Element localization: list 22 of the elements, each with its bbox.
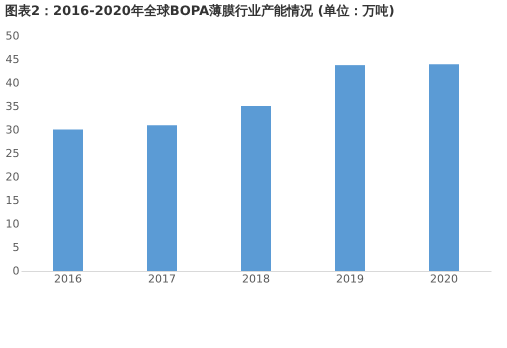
x-tick-label: 2020 <box>430 272 458 286</box>
bar <box>147 125 177 271</box>
y-tick-label: 0 <box>12 264 20 278</box>
y-tick-label: 40 <box>6 76 20 90</box>
chart-title: 图表2：2016-2020年全球BOPA薄膜行业产能情况 (单位：万吨) <box>5 3 395 19</box>
y-tick-label: 25 <box>6 147 20 160</box>
x-tick-label: 2017 <box>148 272 176 286</box>
x-tick-label: 2016 <box>54 272 82 286</box>
y-tick-label: 20 <box>6 170 20 184</box>
y-tick-label: 10 <box>6 218 20 230</box>
y-tick-label: 35 <box>6 100 20 113</box>
y-tick-label: 30 <box>6 124 20 136</box>
bar <box>335 65 365 271</box>
x-tick-label: 2018 <box>242 272 270 286</box>
x-tick-label: 2019 <box>336 272 364 286</box>
bar <box>241 106 271 271</box>
bar <box>429 64 459 271</box>
y-tick-label: 5 <box>12 241 20 254</box>
y-tick-label: 50 <box>6 30 20 42</box>
bar <box>53 130 83 271</box>
y-tick-label: 15 <box>6 194 20 207</box>
y-tick-label: 45 <box>6 53 20 66</box>
